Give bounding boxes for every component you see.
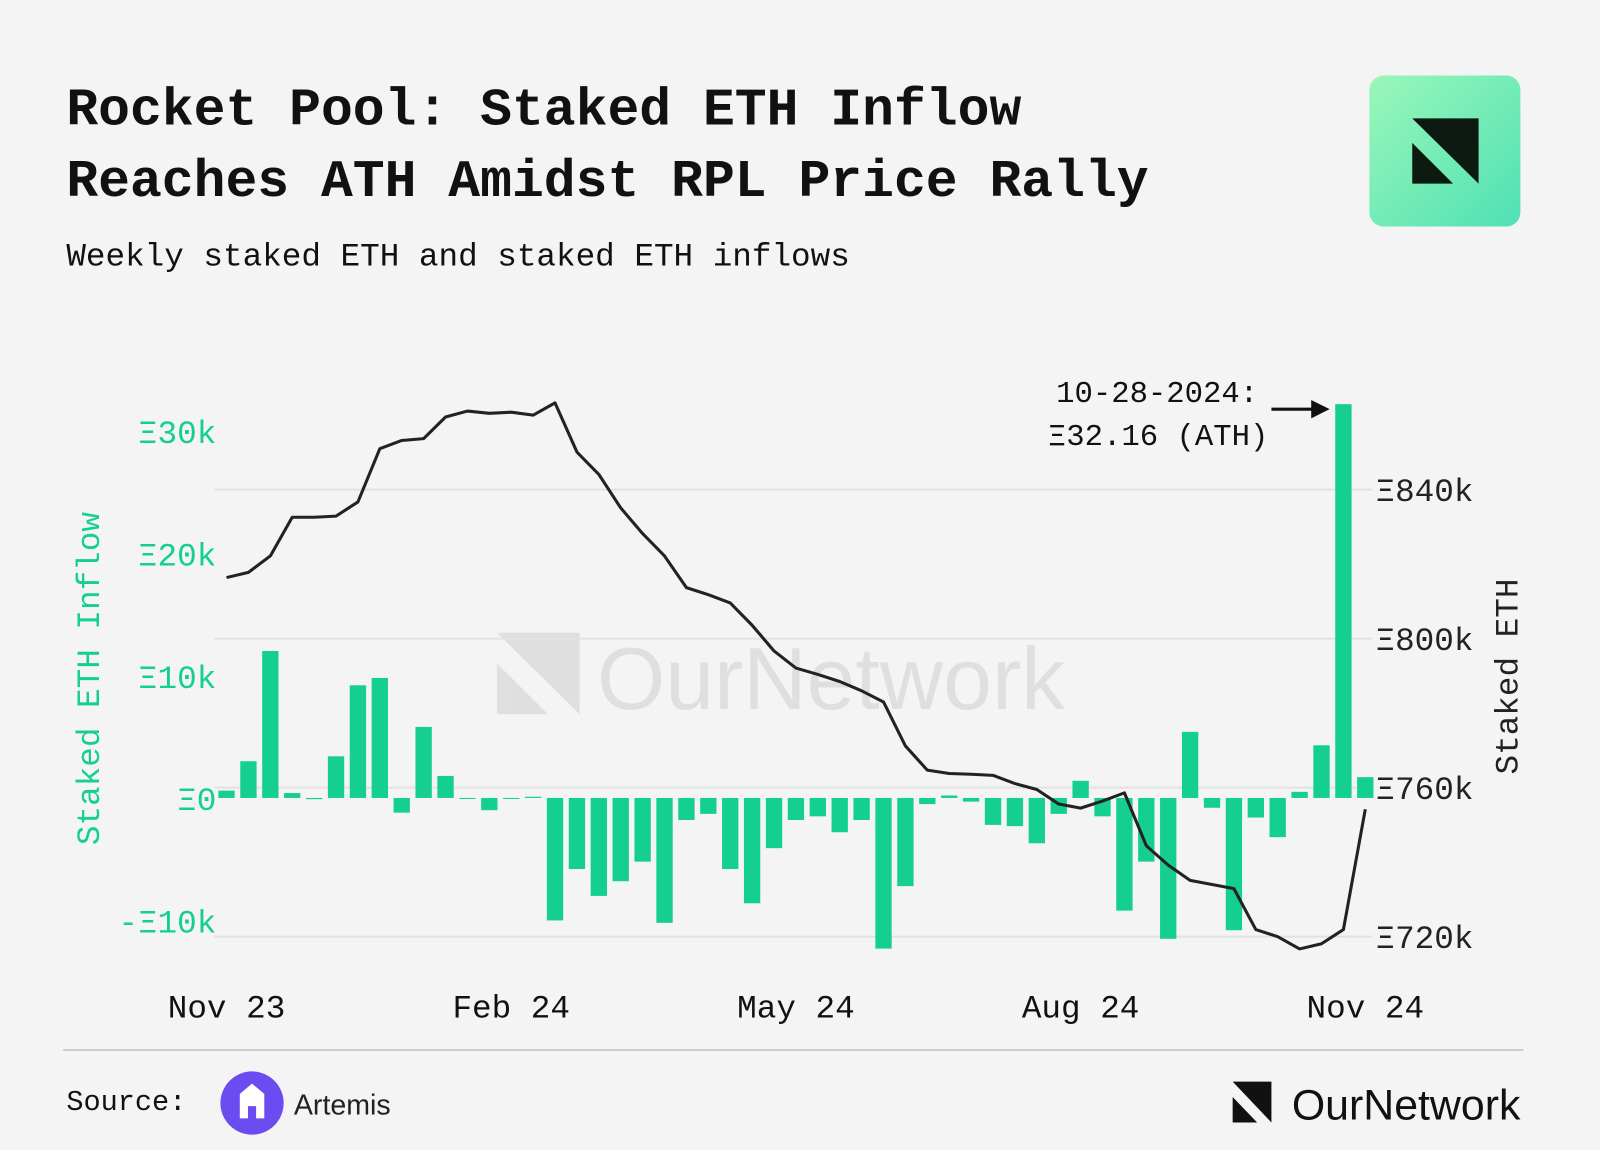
y-tick-label: Ξ30k (138, 416, 216, 453)
bar (371, 677, 388, 798)
bar (919, 797, 936, 805)
bar (765, 797, 783, 849)
logo-icon (1412, 118, 1479, 184)
bar (393, 797, 410, 813)
chart-title: Rocket Pool: Staked ETH Inflow (66, 80, 1021, 140)
bar (1335, 404, 1352, 798)
y-tick-label: -Ξ10k (118, 906, 216, 943)
y2-tick-label: Ξ800k (1376, 623, 1474, 660)
bar (327, 756, 345, 798)
y-tick-label: Ξ10k (138, 661, 216, 698)
bar (1269, 797, 1286, 838)
y-tick-label: Ξ0 (177, 783, 216, 820)
bar (1160, 797, 1177, 939)
bar (546, 797, 564, 921)
annotation: Ξ32.16 (ATH) (1048, 421, 1268, 455)
bar (678, 797, 695, 820)
annotation: 10-28-2024: (1056, 378, 1258, 412)
y2-axis-label: Staked ETH (1490, 579, 1527, 775)
y2-tick-label: Ξ720k (1376, 921, 1474, 958)
bar (1138, 797, 1155, 862)
bar (1006, 797, 1024, 827)
bar (853, 797, 870, 820)
brand-icon (1232, 1081, 1272, 1123)
bar (962, 797, 980, 802)
bar (1028, 797, 1045, 844)
bar (218, 790, 235, 798)
bar (1116, 797, 1133, 911)
bar (700, 797, 717, 814)
bar (524, 796, 542, 798)
bar (1313, 745, 1330, 798)
chart-title: Reaches ATH Amidst RPL Price Rally (66, 152, 1148, 212)
bar (349, 685, 367, 798)
bar (305, 797, 323, 800)
bar (787, 797, 805, 820)
y2-tick-label: Ξ840k (1376, 474, 1474, 511)
bar (875, 797, 892, 949)
bar (284, 793, 301, 798)
bar (240, 761, 257, 798)
chart-subtitle: Weekly staked ETH and staked ETH inflows (66, 238, 850, 275)
x-tick-label: Nov 24 (1307, 990, 1425, 1027)
bar (415, 726, 432, 798)
bar (743, 797, 761, 904)
bar (1357, 777, 1374, 798)
bar (262, 651, 279, 798)
bar (1072, 780, 1089, 798)
y-axis-label: Staked ETH Inflow (72, 512, 109, 845)
bar (503, 797, 520, 799)
bar (568, 797, 586, 869)
x-tick-label: Feb 24 (452, 990, 570, 1027)
y2-tick-label: Ξ760k (1376, 772, 1474, 809)
x-tick-label: Nov 23 (168, 990, 286, 1027)
x-tick-label: Aug 24 (1022, 990, 1140, 1027)
bar (984, 797, 1002, 825)
bar (590, 797, 607, 896)
bar (897, 797, 914, 887)
bar (1225, 797, 1243, 931)
bar (1181, 731, 1199, 798)
annotation-arrowhead (1311, 400, 1330, 419)
bar (437, 775, 454, 798)
line (226, 401, 1367, 951)
bar (612, 797, 629, 882)
bar (722, 797, 739, 869)
bar (831, 797, 848, 833)
bar (634, 797, 651, 862)
source-name: Artemis (294, 1089, 391, 1121)
artemis-logo-mark (239, 1083, 265, 1119)
x-tick-label: May 24 (737, 990, 855, 1027)
y-tick-label: Ξ20k (138, 538, 216, 575)
bar (481, 797, 498, 811)
bar (656, 797, 673, 923)
bar (1203, 797, 1221, 808)
bar (941, 795, 958, 798)
bar (809, 797, 826, 817)
bar (459, 797, 476, 799)
brand-name: OurNetwork (1292, 1081, 1521, 1129)
source-label: Source: (66, 1086, 186, 1119)
bar (1291, 791, 1308, 798)
logo-badge (1369, 75, 1521, 227)
bar (1247, 797, 1264, 818)
